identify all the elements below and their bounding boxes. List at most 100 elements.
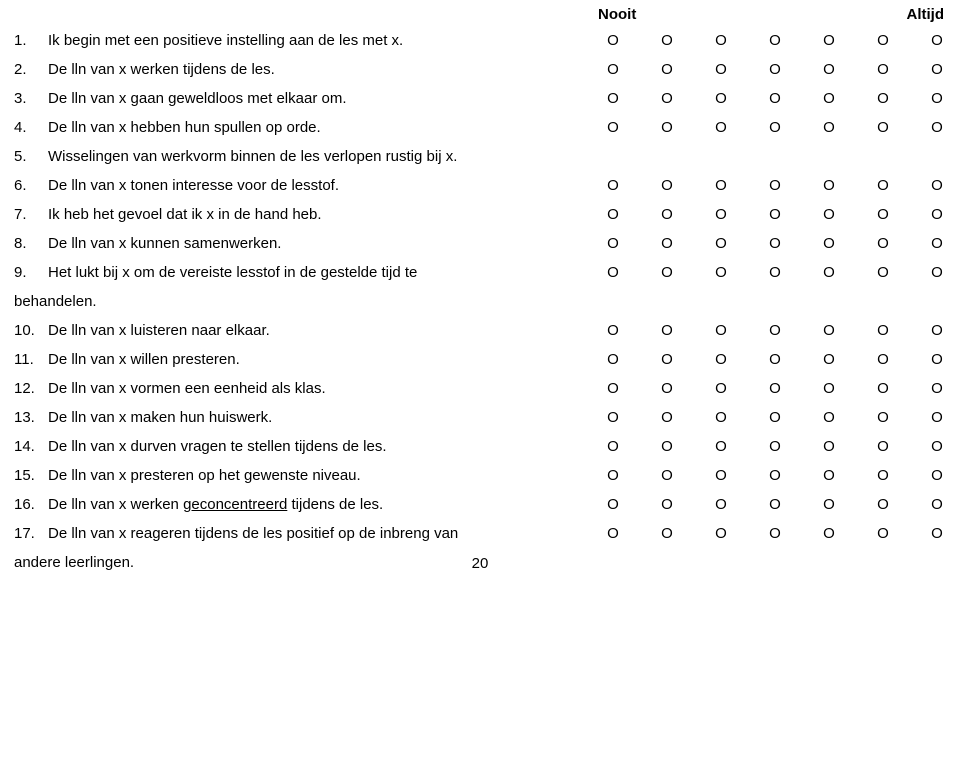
rating-option[interactable]: O [768,56,782,85]
rating-option[interactable]: O [606,259,620,288]
rating-option[interactable]: O [714,230,728,259]
rating-option[interactable]: O [768,433,782,462]
rating-option[interactable]: O [606,27,620,56]
rating-option[interactable]: O [822,491,836,520]
rating-option[interactable]: O [876,259,890,288]
rating-option[interactable]: O [660,404,674,433]
rating-option[interactable]: O [876,317,890,346]
rating-option[interactable]: O [714,259,728,288]
rating-option[interactable]: O [660,433,674,462]
rating-option[interactable]: O [714,346,728,375]
rating-option[interactable]: O [930,230,944,259]
rating-option[interactable]: O [768,85,782,114]
rating-option[interactable]: O [768,27,782,56]
rating-option[interactable]: O [606,230,620,259]
rating-option[interactable]: O [930,27,944,56]
rating-option[interactable]: O [876,114,890,143]
rating-option[interactable]: O [714,491,728,520]
rating-option[interactable]: O [930,85,944,114]
rating-option[interactable]: O [606,462,620,491]
rating-option[interactable]: O [930,259,944,288]
rating-option[interactable]: O [822,259,836,288]
rating-option[interactable]: O [606,114,620,143]
rating-option[interactable]: O [930,317,944,346]
rating-option[interactable]: O [606,433,620,462]
rating-option[interactable]: O [930,56,944,85]
rating-option[interactable]: O [768,491,782,520]
rating-option[interactable]: O [876,172,890,201]
rating-option[interactable]: O [768,114,782,143]
rating-option[interactable]: O [768,172,782,201]
rating-option[interactable]: O [660,85,674,114]
rating-option[interactable]: O [930,172,944,201]
rating-option[interactable]: O [876,27,890,56]
rating-option[interactable]: O [930,433,944,462]
rating-option[interactable]: O [714,317,728,346]
rating-option[interactable]: O [606,491,620,520]
rating-option[interactable]: O [930,462,944,491]
rating-option[interactable]: O [660,520,674,549]
rating-option[interactable]: O [714,520,728,549]
rating-option[interactable]: O [660,27,674,56]
rating-option[interactable]: O [930,201,944,230]
rating-option[interactable]: O [876,230,890,259]
rating-option[interactable]: O [768,259,782,288]
rating-option[interactable]: O [822,230,836,259]
rating-option[interactable]: O [876,346,890,375]
rating-option[interactable]: O [930,346,944,375]
rating-option[interactable]: O [606,404,620,433]
rating-option[interactable]: O [822,85,836,114]
rating-option[interactable]: O [606,346,620,375]
rating-option[interactable]: O [930,491,944,520]
rating-option[interactable]: O [660,317,674,346]
rating-option[interactable]: O [768,462,782,491]
rating-option[interactable]: O [660,56,674,85]
rating-option[interactable]: O [876,433,890,462]
rating-option[interactable]: O [930,114,944,143]
rating-option[interactable]: O [768,201,782,230]
rating-option[interactable]: O [714,404,728,433]
rating-option[interactable]: O [606,56,620,85]
rating-option[interactable]: O [660,375,674,404]
rating-option[interactable]: O [660,346,674,375]
rating-option[interactable]: O [768,520,782,549]
rating-option[interactable]: O [714,85,728,114]
rating-option[interactable]: O [714,433,728,462]
rating-option[interactable]: O [876,56,890,85]
rating-option[interactable]: O [876,491,890,520]
rating-option[interactable]: O [768,375,782,404]
rating-option[interactable]: O [876,201,890,230]
rating-option[interactable]: O [822,433,836,462]
rating-option[interactable]: O [714,201,728,230]
rating-option[interactable]: O [606,520,620,549]
rating-option[interactable]: O [822,56,836,85]
rating-option[interactable]: O [876,520,890,549]
rating-option[interactable]: O [822,462,836,491]
rating-option[interactable]: O [660,201,674,230]
rating-option[interactable]: O [876,375,890,404]
rating-option[interactable]: O [876,462,890,491]
rating-option[interactable]: O [606,172,620,201]
rating-option[interactable]: O [606,375,620,404]
rating-option[interactable]: O [822,114,836,143]
rating-option[interactable]: O [606,85,620,114]
rating-option[interactable]: O [930,404,944,433]
rating-option[interactable]: O [714,114,728,143]
rating-option[interactable]: O [660,230,674,259]
rating-option[interactable]: O [660,172,674,201]
rating-option[interactable]: O [822,404,836,433]
rating-option[interactable]: O [606,317,620,346]
rating-option[interactable]: O [822,375,836,404]
rating-option[interactable]: O [660,491,674,520]
rating-option[interactable]: O [714,27,728,56]
rating-option[interactable]: O [822,346,836,375]
rating-option[interactable]: O [714,56,728,85]
rating-option[interactable]: O [660,114,674,143]
rating-option[interactable]: O [822,201,836,230]
rating-option[interactable]: O [768,346,782,375]
rating-option[interactable]: O [822,27,836,56]
rating-option[interactable]: O [930,520,944,549]
rating-option[interactable]: O [768,230,782,259]
rating-option[interactable]: O [768,404,782,433]
rating-option[interactable]: O [930,375,944,404]
